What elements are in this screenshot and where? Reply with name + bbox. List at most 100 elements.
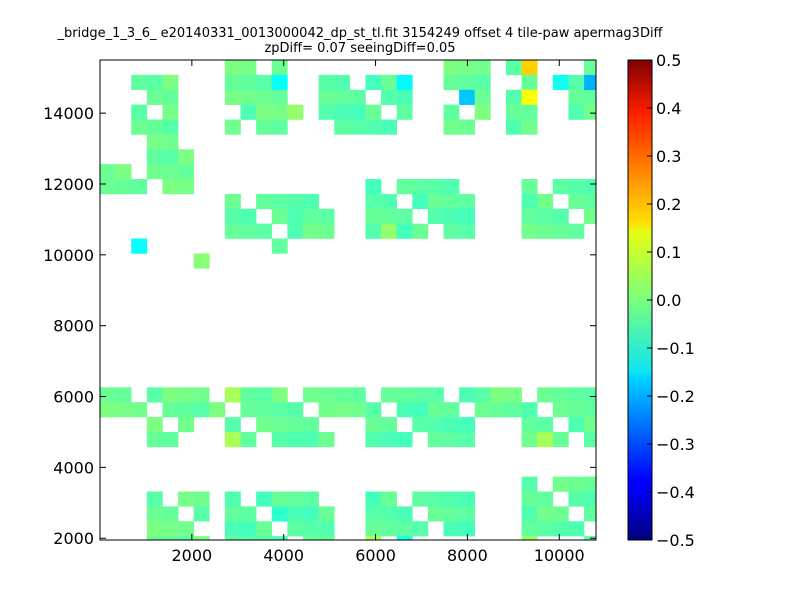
- heatmap-cell: [256, 417, 273, 433]
- heatmap-cell: [521, 491, 538, 507]
- heatmap-cell: [552, 506, 569, 522]
- y-tick-label: 8000: [53, 317, 94, 336]
- heatmap-cell: [162, 89, 179, 105]
- heatmap-cell: [568, 89, 585, 105]
- heatmap-cell: [162, 119, 179, 135]
- heatmap-cell: [162, 387, 179, 403]
- heatmap-cell: [365, 74, 382, 91]
- heatmap-cell: [381, 74, 397, 91]
- heatmap-cell: [443, 74, 460, 91]
- heatmap-cell: [459, 89, 476, 105]
- y-tick-label: 12000: [43, 175, 94, 194]
- heatmap-cell: [443, 402, 460, 418]
- heatmap-cell: [240, 223, 257, 239]
- heatmap-cell: [381, 387, 397, 403]
- heatmap-cell: [505, 119, 522, 135]
- heatmap-cell: [224, 417, 241, 433]
- heatmap-cell: [427, 431, 444, 448]
- heatmap-cell: [256, 491, 273, 507]
- heatmap-cell: [427, 387, 444, 403]
- heatmap-cell: [224, 521, 241, 537]
- heatmap-cell: [490, 402, 507, 418]
- heatmap-cell: [318, 521, 335, 537]
- heatmap-cell: [584, 491, 596, 507]
- heatmap-cell: [334, 119, 351, 135]
- heatmap-cell: [474, 402, 491, 418]
- heatmap-cell: [271, 536, 288, 540]
- heatmap-cell: [537, 506, 554, 522]
- heatmap-cell: [459, 521, 476, 537]
- heatmap-cell: [240, 104, 257, 120]
- heatmap-cell: [162, 74, 179, 91]
- heatmap-cell: [256, 89, 273, 105]
- heatmap-cell: [224, 491, 241, 507]
- heatmap-cell: [131, 179, 148, 195]
- heatmap-cell: [318, 402, 335, 418]
- chart-subtitle: zpDiff= 0.07 seeingDiff=0.05: [264, 41, 456, 56]
- heatmap-cell: [162, 506, 179, 522]
- heatmap-cell: [521, 74, 538, 91]
- x-tick-label: 8000: [447, 546, 488, 565]
- heatmap-cell: [443, 491, 460, 507]
- heatmap-cell: [537, 431, 554, 448]
- heatmap-cell: [302, 193, 319, 210]
- heatmap-cell: [365, 506, 382, 522]
- heatmap-cell: [584, 179, 596, 195]
- colorbar-tick-label: −0.3: [656, 435, 695, 454]
- heatmap-cell: [505, 402, 522, 418]
- heatmap-cell: [146, 521, 163, 537]
- heatmap-cell: [365, 119, 382, 135]
- heatmap-cell: [505, 104, 522, 120]
- heatmap-cell: [318, 74, 335, 91]
- heatmap-cell: [178, 387, 194, 403]
- colorbar-tick-label: −0.4: [656, 483, 695, 502]
- heatmap-cell: [115, 179, 132, 195]
- heatmap-cell: [100, 179, 116, 195]
- heatmap-cell: [396, 74, 413, 91]
- heatmap-cell: [287, 402, 304, 418]
- heatmap-cell: [240, 60, 257, 76]
- heatmap-cell: [521, 476, 538, 492]
- heatmap-cell: [256, 521, 273, 537]
- heatmap-cell: [240, 521, 257, 537]
- heatmap-cell: [552, 476, 569, 492]
- heatmap-cell: [412, 387, 429, 403]
- heatmap-cell: [521, 402, 538, 418]
- heatmap-cell: [365, 179, 382, 195]
- heatmap-cell: [521, 89, 538, 105]
- heatmap-cell: [537, 223, 554, 239]
- chart-title: _bridge_1_3_6_ e20140331_0013000042_dp_s…: [57, 26, 663, 41]
- heatmap-cell: [146, 506, 163, 522]
- heatmap-cell: [240, 536, 257, 540]
- heatmap-cell: [349, 89, 366, 105]
- heatmap-cell: [349, 387, 366, 403]
- heatmap-cell: [381, 506, 397, 522]
- heatmap-cell: [459, 60, 476, 76]
- heatmap-cell: [584, 104, 596, 120]
- heatmap-cell: [287, 506, 304, 522]
- heatmap-cell: [240, 74, 257, 91]
- heatmap-cell: [396, 89, 413, 105]
- heatmap-cell: [224, 387, 241, 403]
- colorbar-tick-label: 0.0: [656, 291, 681, 310]
- heatmap-cell: [443, 193, 460, 210]
- heatmap-cell: [584, 208, 596, 224]
- x-tick-label: 4000: [263, 546, 304, 565]
- heatmap-cell: [584, 476, 596, 492]
- heatmap-cell: [459, 417, 476, 433]
- heatmap-cell: [287, 521, 304, 537]
- heatmap-cell: [131, 402, 148, 418]
- heatmap-cell: [334, 402, 351, 418]
- heatmap-cell: [349, 402, 366, 418]
- heatmap-cell: [552, 521, 569, 537]
- heatmap-cell: [146, 119, 163, 135]
- heatmap-cell: [178, 164, 194, 180]
- heatmap-cell: [505, 60, 522, 76]
- heatmap-cell: [521, 104, 538, 120]
- heatmap-cell: [302, 431, 319, 448]
- heatmap-cell: [459, 193, 476, 210]
- heatmap-cell: [443, 104, 460, 120]
- heatmap-cell: [365, 208, 382, 224]
- heatmap-cell: [240, 431, 257, 448]
